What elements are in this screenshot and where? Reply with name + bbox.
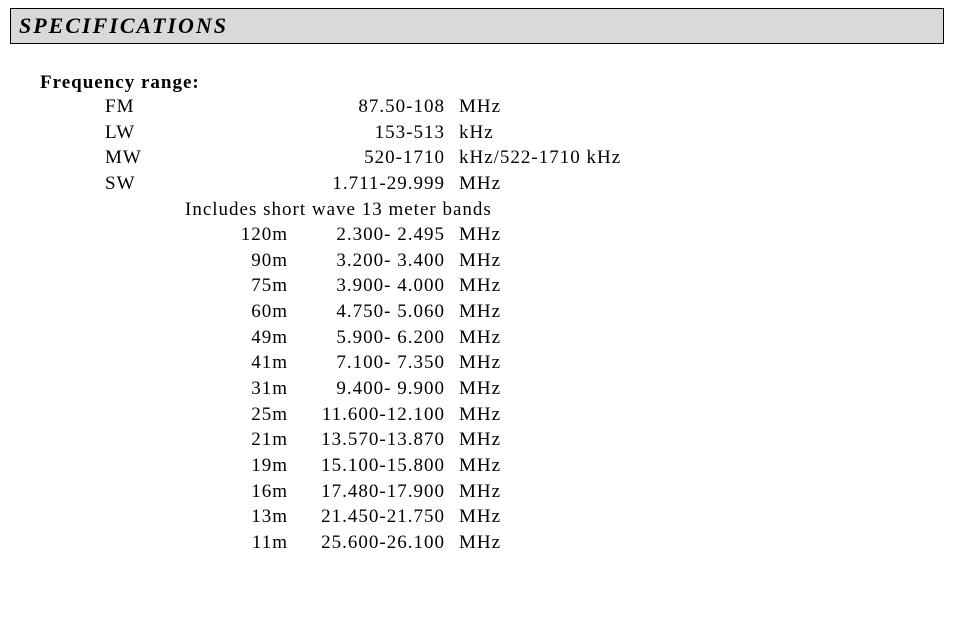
sw-band-unit: MHz xyxy=(445,350,501,376)
sw-band-row: 25m11.600-12.100MHz xyxy=(10,402,944,428)
band-range: 153-513 xyxy=(290,120,445,146)
sw-band-unit: MHz xyxy=(445,479,501,505)
band-unit: MHz xyxy=(445,94,501,120)
sw-band-name: 31m xyxy=(10,376,288,402)
sw-band-name: 75m xyxy=(10,273,288,299)
section-header-box: SPECIFICATIONS xyxy=(10,8,944,44)
frequency-range-label: Frequency range: xyxy=(40,72,944,94)
band-unit: MHz xyxy=(445,171,501,197)
sw-band-unit: MHz xyxy=(445,376,501,402)
sw-band-unit: MHz xyxy=(445,299,501,325)
sw-band-row: 16m17.480-17.900MHz xyxy=(10,479,944,505)
main-band-row: FM87.50-108MHz xyxy=(10,94,944,120)
band-name: SW xyxy=(10,171,290,197)
sw-band-row: 75m3.900- 4.000MHz xyxy=(10,273,944,299)
sw-band-unit: MHz xyxy=(445,248,501,274)
sw-band-row: 120m2.300- 2.495MHz xyxy=(10,222,944,248)
main-bands-list: FM87.50-108MHzLW153-513kHzMW520-1710kHz/… xyxy=(10,94,944,197)
sw-band-range: 3.200- 3.400 xyxy=(288,248,445,274)
sw-band-range: 5.900- 6.200 xyxy=(288,325,445,351)
sw-band-row: 90m3.200- 3.400MHz xyxy=(10,248,944,274)
sw-band-range: 11.600-12.100 xyxy=(288,402,445,428)
sw-band-row: 11m25.600-26.100MHz xyxy=(10,530,944,556)
sw-band-name: 90m xyxy=(10,248,288,274)
band-unit: kHz xyxy=(445,120,494,146)
sw-band-row: 31m9.400- 9.900MHz xyxy=(10,376,944,402)
main-band-row: SW1.711-29.999MHz xyxy=(10,171,944,197)
sw-band-name: 60m xyxy=(10,299,288,325)
sw-band-row: 21m13.570-13.870MHz xyxy=(10,427,944,453)
band-name: MW xyxy=(10,145,290,171)
band-range: 520-1710 xyxy=(290,145,445,171)
sw-band-range: 17.480-17.900 xyxy=(288,479,445,505)
sw-band-unit: MHz xyxy=(445,402,501,428)
sw-band-range: 9.400- 9.900 xyxy=(288,376,445,402)
sw-band-name: 21m xyxy=(10,427,288,453)
sw-band-unit: MHz xyxy=(445,222,501,248)
sw-band-row: 60m4.750- 5.060MHz xyxy=(10,299,944,325)
sw-band-range: 4.750- 5.060 xyxy=(288,299,445,325)
sw-band-name: 120m xyxy=(10,222,288,248)
sw-band-range: 13.570-13.870 xyxy=(288,427,445,453)
frequency-range-section: Frequency range: FM87.50-108MHzLW153-513… xyxy=(10,72,944,556)
sw-band-name: 19m xyxy=(10,453,288,479)
sw-band-range: 21.450-21.750 xyxy=(288,504,445,530)
band-name: FM xyxy=(10,94,290,120)
section-title: SPECIFICATIONS xyxy=(19,13,228,38)
sw-band-range: 15.100-15.800 xyxy=(288,453,445,479)
sw-band-name: 25m xyxy=(10,402,288,428)
band-name: LW xyxy=(10,120,290,146)
sw-band-unit: MHz xyxy=(445,427,501,453)
sw-band-name: 41m xyxy=(10,350,288,376)
sw-band-name: 13m xyxy=(10,504,288,530)
sw-band-unit: MHz xyxy=(445,530,501,556)
sw-band-row: 13m21.450-21.750MHz xyxy=(10,504,944,530)
sw-note: Includes short wave 13 meter bands xyxy=(10,197,944,223)
sw-band-row: 41m7.100- 7.350MHz xyxy=(10,350,944,376)
sw-band-unit: MHz xyxy=(445,504,501,530)
main-band-row: MW520-1710kHz/522-1710 kHz xyxy=(10,145,944,171)
sw-bands-list: 120m2.300- 2.495MHz90m3.200- 3.400MHz75m… xyxy=(10,222,944,555)
sw-band-unit: MHz xyxy=(445,273,501,299)
band-unit: kHz/522-1710 kHz xyxy=(445,145,621,171)
sw-band-name: 49m xyxy=(10,325,288,351)
document-page: SPECIFICATIONS Frequency range: FM87.50-… xyxy=(0,0,954,556)
band-range: 87.50-108 xyxy=(290,94,445,120)
sw-band-range: 7.100- 7.350 xyxy=(288,350,445,376)
sw-band-range: 2.300- 2.495 xyxy=(288,222,445,248)
sw-band-row: 49m5.900- 6.200MHz xyxy=(10,325,944,351)
sw-band-unit: MHz xyxy=(445,453,501,479)
main-band-row: LW153-513kHz xyxy=(10,120,944,146)
band-range: 1.711-29.999 xyxy=(290,171,445,197)
sw-band-row: 19m15.100-15.800MHz xyxy=(10,453,944,479)
sw-band-unit: MHz xyxy=(445,325,501,351)
sw-band-name: 16m xyxy=(10,479,288,505)
sw-band-range: 3.900- 4.000 xyxy=(288,273,445,299)
sw-band-name: 11m xyxy=(10,530,288,556)
sw-band-range: 25.600-26.100 xyxy=(288,530,445,556)
